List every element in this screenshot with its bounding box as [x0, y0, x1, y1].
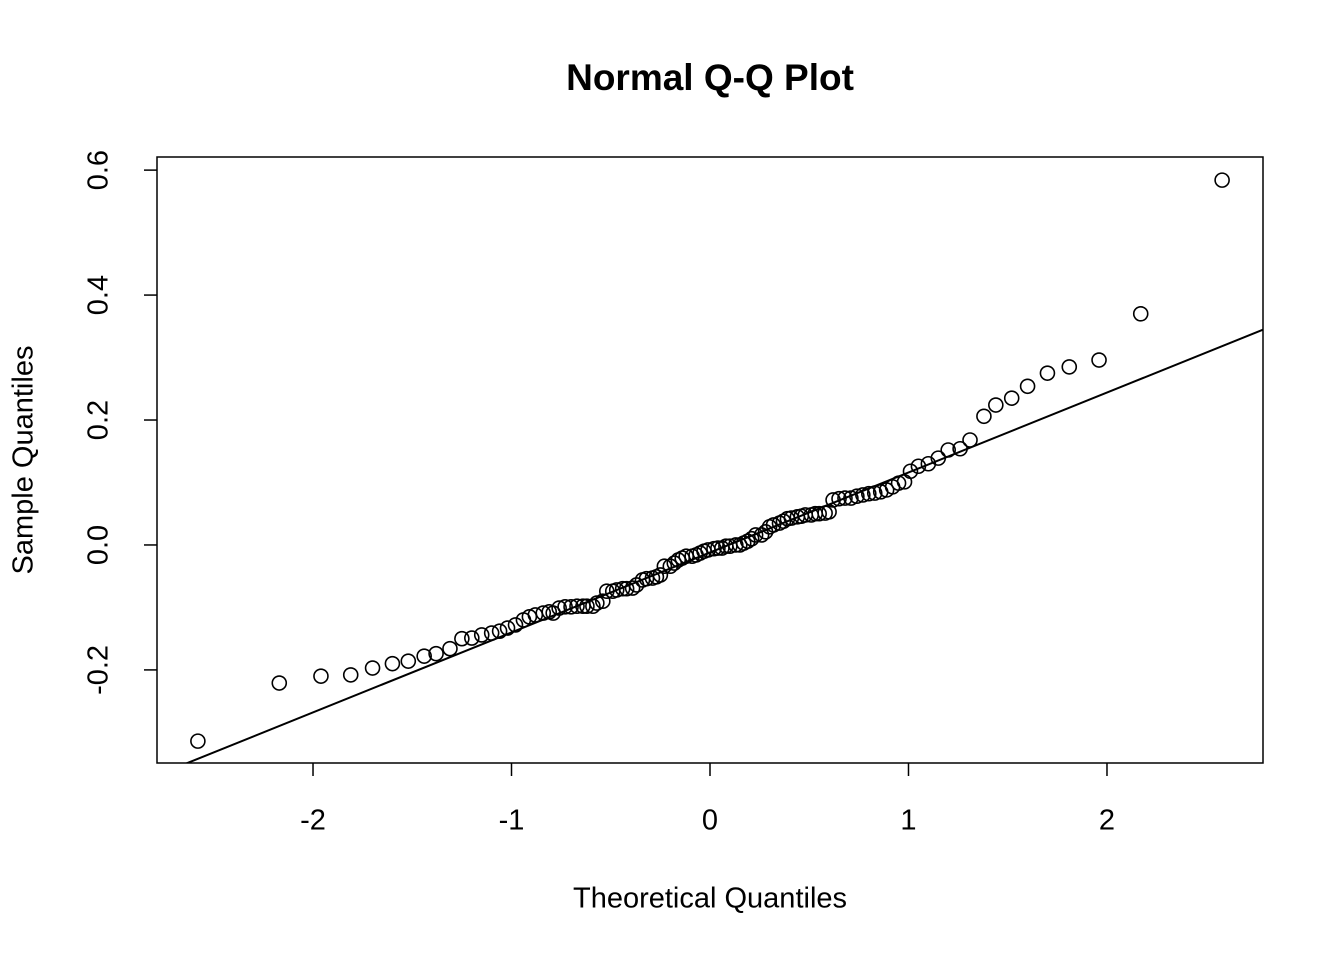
y-tick-label: 0.6: [83, 150, 115, 190]
point: [1132, 306, 1149, 322]
point: [384, 655, 401, 672]
plot-frame: [156, 156, 1264, 764]
point: [483, 625, 500, 641]
point: [473, 627, 490, 643]
point: [825, 492, 841, 508]
x-axis-label: Theoretical Quantiles: [573, 883, 847, 915]
point: [860, 485, 877, 502]
point: [557, 599, 573, 615]
point: [831, 490, 847, 507]
point: [579, 598, 595, 614]
point: [342, 667, 359, 683]
point: [521, 609, 538, 625]
point: [843, 490, 859, 506]
x-tick-label: 1: [900, 805, 916, 837]
x-tick-label: 0: [702, 805, 718, 837]
point: [598, 583, 615, 599]
point: [910, 458, 927, 475]
point: [728, 537, 744, 553]
point: [753, 527, 770, 543]
chart-title: Normal Q-Q Plot: [566, 57, 854, 98]
point: [589, 595, 605, 611]
point: [499, 620, 516, 636]
point: [608, 582, 625, 598]
point: [930, 450, 947, 466]
point: [563, 599, 579, 615]
point: [666, 555, 683, 571]
y-tick-label: -0.2: [83, 645, 115, 695]
point: [364, 660, 381, 676]
point: [849, 488, 865, 505]
point: [1039, 365, 1056, 381]
point: [618, 580, 635, 597]
point: [507, 617, 524, 633]
y-tick-label: 0.0: [83, 525, 115, 565]
plot-area: [184, 328, 1263, 763]
point: [416, 648, 432, 664]
point: [442, 640, 458, 657]
point: [765, 517, 782, 533]
point: [614, 580, 631, 597]
point: [585, 598, 601, 614]
point: [1061, 359, 1078, 375]
point: [491, 623, 508, 639]
point: [464, 630, 480, 646]
point: [1214, 172, 1230, 188]
point: [400, 653, 417, 669]
reference-line: [184, 328, 1263, 763]
point: [624, 580, 641, 596]
point: [1019, 378, 1036, 395]
point: [271, 675, 288, 691]
point: [454, 630, 470, 647]
point: [855, 487, 871, 503]
point: [902, 463, 919, 480]
point: [747, 527, 764, 543]
point: [190, 733, 206, 749]
point: [535, 605, 552, 621]
point: [866, 485, 883, 501]
point: [811, 505, 827, 522]
point: [569, 598, 585, 614]
point: [638, 570, 655, 587]
point: [656, 558, 673, 575]
point: [962, 432, 978, 448]
point: [940, 442, 956, 458]
y-axis-label: Sample Quantiles: [8, 346, 40, 575]
point: [652, 567, 669, 583]
point: [952, 440, 968, 457]
point: [976, 408, 992, 425]
point: [837, 490, 853, 506]
point: [1091, 352, 1107, 368]
point: [428, 645, 444, 662]
x-tick-label: -2: [300, 805, 326, 837]
point: [743, 530, 760, 547]
point: [1003, 390, 1020, 406]
point: [988, 397, 1004, 413]
x-tick-label: -1: [499, 805, 525, 837]
y-tick-label: 0.4: [83, 275, 115, 315]
point: [710, 540, 726, 556]
x-tick-label: 2: [1099, 805, 1115, 837]
point: [595, 593, 611, 609]
point: [775, 513, 792, 530]
point: [551, 600, 567, 616]
point: [313, 668, 329, 684]
point: [890, 475, 907, 491]
y-tick-label: 0.2: [83, 400, 115, 440]
